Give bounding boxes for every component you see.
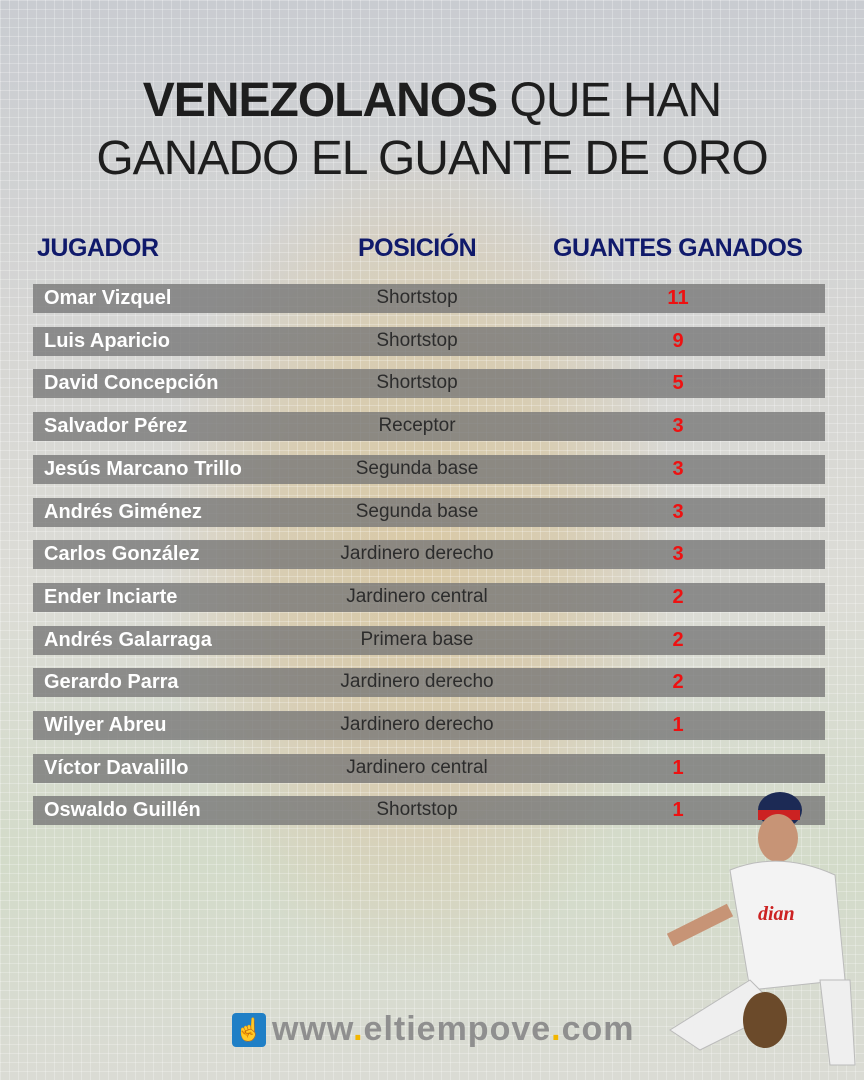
player-name: Jesús Marcano Trillo	[44, 457, 242, 480]
svg-text:dian: dian	[758, 903, 795, 925]
player-position: Jardinero central	[346, 756, 488, 778]
player-position: Shortstop	[376, 329, 458, 351]
gloves-count: 3	[672, 500, 684, 523]
gloves-count: 2	[672, 671, 684, 694]
gloves-count: 5	[672, 372, 684, 395]
player-position: Shortstop	[376, 799, 458, 821]
player-position: Jardinero derecho	[340, 671, 494, 693]
table-row: Oswaldo Guillén Shortstop 1	[33, 796, 825, 826]
title-bold: VENEZOLANOS	[142, 74, 498, 127]
gloves-count: 1	[672, 714, 684, 736]
table-row: Carlos González Jardinero derecho 3	[33, 540, 825, 570]
gloves-count: 1	[672, 799, 684, 822]
gloves-count: 9	[672, 329, 684, 352]
player-name: Andrés Galarraga	[44, 628, 212, 651]
player-name: Luis Aparicio	[44, 329, 170, 352]
player-name: Víctor Davalillo	[44, 756, 189, 779]
title-rest: QUE HAN	[509, 74, 723, 127]
player-name: Salvador Pérez	[44, 415, 188, 438]
footer-brand: ☝ www.eltiempove.com	[232, 1010, 635, 1049]
player-position: Primera base	[360, 628, 474, 650]
table-row: Salvador Pérez Receptor 3	[33, 412, 825, 442]
player-position: Shortstop	[376, 287, 458, 308]
player-position: Segunda base	[355, 457, 479, 479]
player-name: Omar Vizquel	[44, 287, 172, 309]
player-name: Oswaldo Guillén	[44, 799, 201, 822]
pointer-hand-icon: ☝	[232, 1012, 266, 1047]
table-row: Wilyer Abreu Jardinero derecho 1	[33, 711, 825, 740]
table-row: Gerardo Parra Jardinero derecho 2	[33, 668, 825, 698]
gloves-count: 3	[672, 457, 684, 480]
website-url[interactable]: www.eltiempove.com	[272, 1010, 635, 1048]
table-row: Jesús Marcano Trillo Segunda base 3	[33, 454, 825, 484]
page-title: VENEZOLANOS QUE HAN GANADO EL GUANTE DE …	[0, 72, 864, 188]
table-row: Andrés Galarraga Primera base 2	[33, 625, 825, 655]
header-player: JUGADOR	[37, 234, 159, 262]
player-name: David Concepción	[44, 372, 219, 395]
player-position: Shortstop	[376, 372, 458, 394]
header-gloves: GUANTES GANADOS	[553, 234, 803, 262]
player-photo: dian	[666, 792, 856, 1066]
gloves-count: 1	[672, 756, 684, 779]
title-line2: GANADO EL GUANTE DE ORO	[96, 132, 768, 185]
table-row: Víctor Davalillo Jardinero central 1	[33, 753, 825, 783]
gloves-count: 2	[672, 628, 684, 651]
player-position: Jardinero central	[346, 585, 488, 607]
table-row: Omar Vizquel Shortstop 11	[33, 284, 825, 313]
table-row: Luis Aparicio Shortstop 9	[33, 326, 825, 356]
player-name: Ender Inciarte	[44, 585, 178, 608]
player-position: Jardinero derecho	[340, 543, 494, 565]
gloves-count: 2	[672, 585, 684, 608]
player-name: Wilyer Abreu	[44, 714, 167, 736]
gloves-count: 11	[667, 287, 689, 309]
player-position: Segunda base	[355, 500, 479, 522]
gloves-count: 3	[672, 543, 684, 566]
player-name: Gerardo Parra	[44, 671, 179, 694]
table-row: Andrés Giménez Segunda base 3	[33, 497, 825, 527]
table-row: David Concepción Shortstop 5	[33, 369, 825, 399]
table-row: Ender Inciarte Jardinero central 2	[33, 582, 825, 612]
player-name: Andrés Giménez	[44, 500, 202, 523]
header-position: POSICIÓN	[358, 234, 477, 262]
player-position: Jardinero derecho	[340, 714, 494, 735]
player-position: Receptor	[378, 415, 456, 437]
gloves-count: 3	[672, 415, 684, 438]
player-name: Carlos González	[44, 543, 200, 566]
